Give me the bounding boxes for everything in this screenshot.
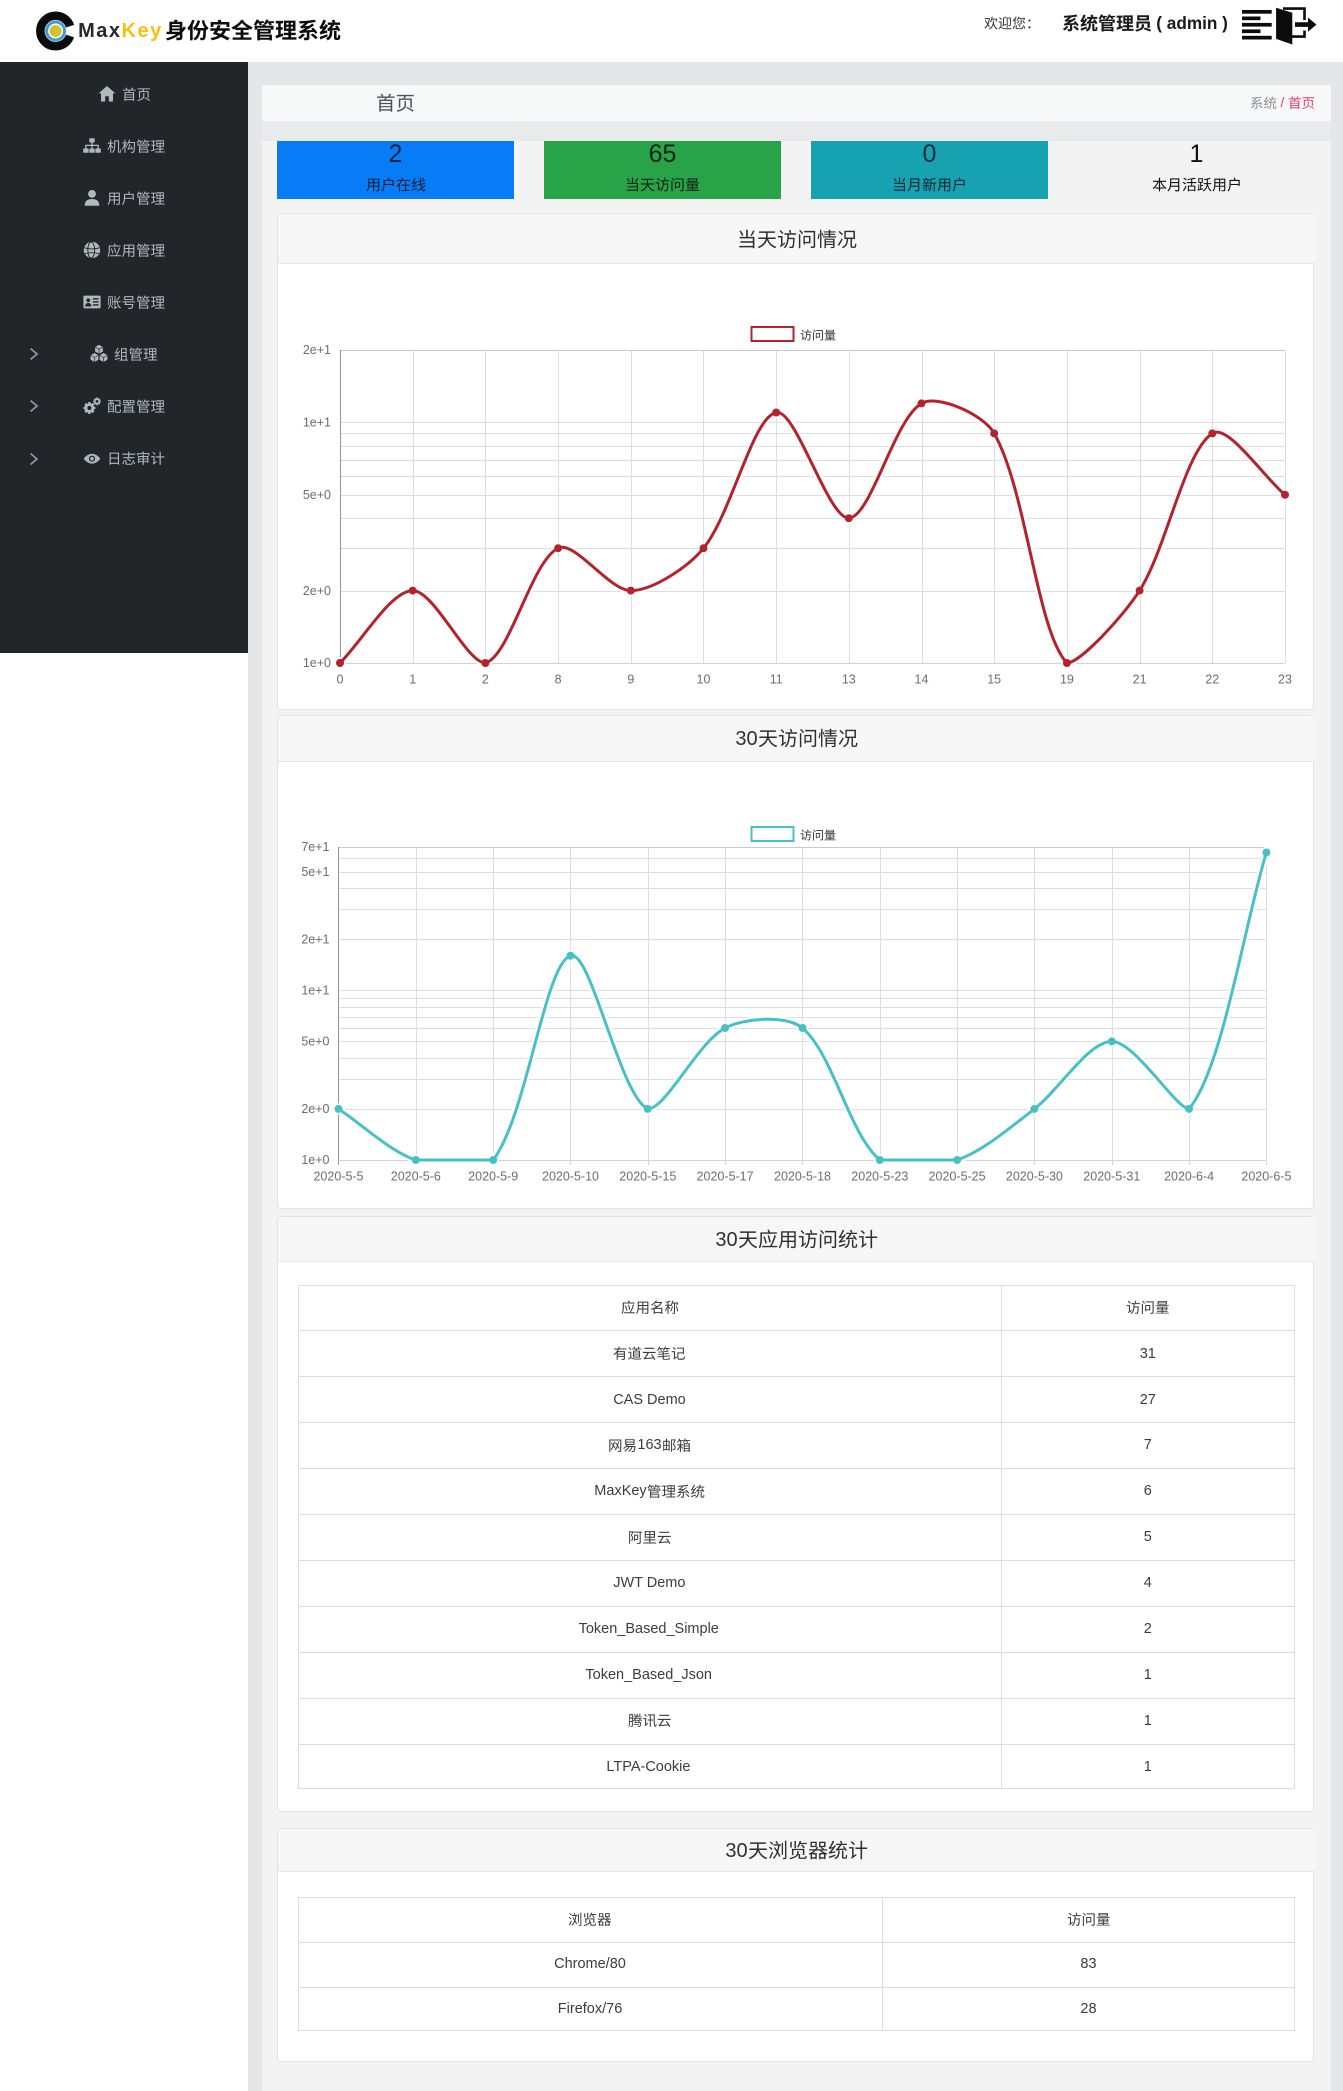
svg-text:2020-6-4: 2020-6-4 (1164, 1170, 1214, 1184)
svg-text:14: 14 (915, 673, 929, 687)
svg-text:1e+0: 1e+0 (301, 1153, 329, 1167)
svg-text:8: 8 (555, 673, 562, 687)
svg-text:13: 13 (842, 673, 856, 687)
svg-text:2e+0: 2e+0 (303, 584, 331, 598)
svg-text:22: 22 (1205, 673, 1219, 687)
svg-text:5e+0: 5e+0 (301, 1035, 329, 1049)
svg-text:5e+0: 5e+0 (303, 488, 331, 502)
svg-text:1e+1: 1e+1 (303, 416, 331, 430)
svg-text:2020-5-9: 2020-5-9 (468, 1170, 518, 1184)
svg-text:1: 1 (409, 673, 416, 687)
svg-text:2e+1: 2e+1 (303, 343, 331, 357)
svg-text:2020-5-5: 2020-5-5 (313, 1170, 363, 1184)
svg-text:2: 2 (482, 673, 489, 687)
svg-text:11: 11 (770, 673, 783, 687)
svg-text:1e+0: 1e+0 (303, 656, 331, 670)
svg-text:2020-5-23: 2020-5-23 (851, 1170, 908, 1184)
svg-text:2020-5-31: 2020-5-31 (1083, 1170, 1140, 1184)
svg-text:2020-5-17: 2020-5-17 (697, 1170, 754, 1184)
svg-text:23: 23 (1278, 673, 1292, 687)
svg-text:2020-6-5: 2020-6-5 (1241, 1170, 1291, 1184)
svg-text:2020-5-10: 2020-5-10 (542, 1170, 599, 1184)
svg-text:2020-5-15: 2020-5-15 (619, 1170, 676, 1184)
svg-text:2e+0: 2e+0 (301, 1102, 329, 1116)
svg-text:2e+1: 2e+1 (301, 933, 329, 947)
svg-text:2020-5-6: 2020-5-6 (391, 1170, 441, 1184)
svg-text:10: 10 (697, 673, 711, 687)
svg-text:7e+1: 7e+1 (301, 840, 329, 854)
svg-text:0: 0 (337, 673, 344, 687)
svg-text:1e+1: 1e+1 (301, 984, 329, 998)
svg-text:2020-5-18: 2020-5-18 (774, 1170, 831, 1184)
svg-text:5e+1: 5e+1 (301, 865, 329, 879)
svg-text:21: 21 (1133, 673, 1147, 687)
svg-text:2020-5-30: 2020-5-30 (1006, 1170, 1063, 1184)
svg-text:15: 15 (987, 673, 1001, 687)
svg-text:19: 19 (1060, 673, 1074, 687)
svg-text:2020-5-25: 2020-5-25 (929, 1170, 986, 1184)
svg-text:9: 9 (627, 673, 634, 687)
